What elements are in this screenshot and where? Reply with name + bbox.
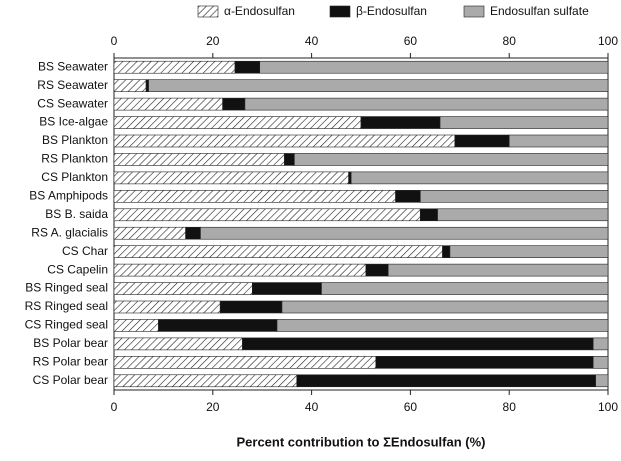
bar-segment <box>350 171 609 185</box>
bar-segment <box>449 245 609 258</box>
bar-segment <box>113 153 285 166</box>
bar-segment <box>294 153 609 166</box>
y-tick-label: BS Seawater <box>38 59 108 73</box>
bar-segment <box>113 263 367 277</box>
bar-segment <box>375 356 594 369</box>
bar-segment <box>113 116 362 129</box>
bar-segment <box>234 60 261 74</box>
y-tick-label: RS A. glacialis <box>31 225 108 239</box>
bar-segment <box>296 374 596 388</box>
bar-segment <box>365 263 389 277</box>
y-tick-label: RS Plankton <box>41 152 108 166</box>
bar-segment <box>360 116 441 129</box>
y-tick-label: CS Capelin <box>47 262 108 276</box>
bar-segment <box>321 282 609 295</box>
bar-segment <box>395 190 421 203</box>
x-tick-label-bottom: 40 <box>305 400 319 414</box>
bar-segment <box>244 97 609 111</box>
bar-segment <box>113 319 159 332</box>
y-tick-label: BS Ringed seal <box>25 281 108 295</box>
bar-segment <box>113 245 443 258</box>
bar-segment <box>222 97 246 111</box>
bar-segment <box>113 190 396 203</box>
bar-segment <box>592 356 609 369</box>
x-tick-label-bottom: 80 <box>503 400 517 414</box>
x-tick-label-bottom: 20 <box>206 400 220 414</box>
bar-segment <box>439 116 609 129</box>
legend-label: Endosulfan sulfate <box>490 4 589 18</box>
bar-segment <box>276 319 609 332</box>
bar-segment <box>145 79 149 92</box>
bar-segment <box>242 337 594 351</box>
bar-segment <box>113 97 223 111</box>
bar-segment <box>200 226 609 240</box>
bar-segment <box>219 300 283 314</box>
bar-segment <box>148 79 609 92</box>
x-tick-label-top: 0 <box>111 34 118 48</box>
legend-label: β-Endosulfan <box>356 4 427 18</box>
bar-segment <box>113 337 243 351</box>
x-tick-label-top: 20 <box>206 34 220 48</box>
x-tick-label-bottom: 60 <box>404 400 418 414</box>
bar-segment <box>113 374 298 388</box>
bar-segment <box>113 300 221 314</box>
bar-segment <box>259 60 609 74</box>
y-tick-label: BS Ice-algae <box>39 115 108 129</box>
legend-label: α-Endosulfan <box>224 4 295 18</box>
y-tick-label: BS Polar bear <box>33 336 108 350</box>
bar-segment <box>419 208 438 222</box>
bar-segment <box>113 171 349 185</box>
bar-segment <box>113 208 421 222</box>
plot-frame <box>113 57 609 391</box>
y-tick-label: RS Seawater <box>37 78 108 92</box>
bar-segment <box>442 245 451 258</box>
x-tick-label-top: 100 <box>598 34 618 48</box>
y-tick-label: CS Polar bear <box>33 373 108 387</box>
x-tick-label-top: 60 <box>404 34 418 48</box>
x-tick-label-bottom: 0 <box>111 400 118 414</box>
bar-segment <box>252 282 322 295</box>
bar-segment <box>113 134 456 148</box>
legend-swatch <box>197 5 219 18</box>
x-tick-label-bottom: 100 <box>598 400 618 414</box>
y-tick-label: CS Char <box>62 244 108 258</box>
bar-segment <box>348 171 352 185</box>
y-tick-label: CS Plankton <box>41 170 108 184</box>
bar-segment <box>508 134 609 148</box>
x-tick-label-top: 80 <box>503 34 517 48</box>
x-axis-title: Percent contribution to ΣEndosulfan (%) <box>236 434 485 449</box>
bar-segment <box>419 190 609 203</box>
bar-segment <box>113 282 253 295</box>
bar-segment <box>185 226 201 240</box>
y-tick-label: BS Plankton <box>42 133 108 147</box>
legend-swatch <box>329 5 351 18</box>
bar-segment <box>592 337 609 351</box>
bar-segment <box>387 263 609 277</box>
y-tick-label: RS Ringed seal <box>25 299 108 313</box>
y-tick-label: BS B. saida <box>45 207 108 221</box>
bar-segment <box>281 300 609 314</box>
y-tick-label: RS Polar bear <box>33 355 108 369</box>
x-tick-label-top: 40 <box>305 34 319 48</box>
bar-segment <box>595 374 609 388</box>
y-tick-label: BS Amphipods <box>29 189 108 203</box>
bar-segment <box>284 153 295 166</box>
bar-segment <box>158 319 278 332</box>
y-tick-label: CS Ringed seal <box>25 318 108 332</box>
bar-segment <box>437 208 609 222</box>
legend-swatch <box>463 5 485 18</box>
bar-segment <box>454 134 510 148</box>
bar-segment <box>113 79 147 92</box>
y-tick-label: CS Seawater <box>37 96 108 110</box>
bar-segment <box>113 356 377 369</box>
bar-segment <box>113 226 186 240</box>
bar-segment <box>113 60 236 74</box>
